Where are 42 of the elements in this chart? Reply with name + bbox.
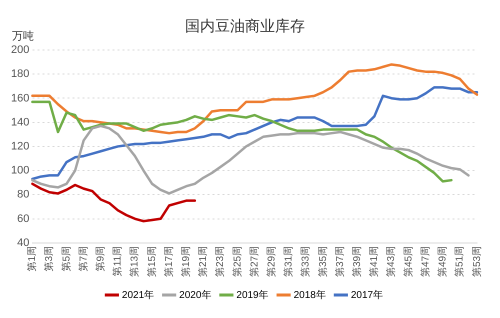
x-tick-label: 第17周: [162, 246, 175, 277]
y-tick-label: 160: [10, 92, 30, 104]
x-tick-label: 第31周: [282, 246, 295, 277]
x-tick-label: 第39周: [351, 246, 364, 277]
legend-label: 2019年: [236, 288, 269, 301]
x-tick-label: 第29周: [266, 246, 278, 277]
y-tick-label: 200: [10, 44, 30, 56]
y-axis-title: 万吨: [12, 30, 34, 43]
x-tick-label: 第45周: [402, 246, 414, 277]
x-tick-label: 第41周: [368, 246, 380, 277]
x-tick-label: 第21周: [197, 246, 210, 277]
x-tick-label: 第37周: [334, 246, 346, 277]
x-tick-label: 第49周: [436, 246, 449, 277]
x-tick-label: 第27周: [248, 246, 260, 277]
x-tick-label: 第51周: [454, 246, 466, 277]
x-tick-label: 第1周: [26, 246, 38, 272]
x-tick-label: 第53周: [470, 246, 483, 277]
x-tick-label: 第15周: [146, 246, 158, 277]
x-tick-label: 第9周: [94, 246, 107, 272]
x-tick-label: 第43周: [385, 246, 398, 277]
x-tick-label: 第11周: [112, 246, 124, 276]
x-tick-label: 第47周: [419, 246, 432, 277]
legend-label: 2021年: [122, 288, 154, 301]
x-tick-label: 第23周: [214, 246, 226, 277]
x-tick-label: 第3周: [43, 246, 56, 272]
x-tick-label: 第5周: [60, 246, 72, 272]
y-tick-label: 80: [17, 188, 30, 201]
y-tick-label: 180: [10, 68, 30, 80]
legend-label: 2020年: [179, 288, 212, 301]
x-tick-label: 第35周: [316, 246, 329, 277]
x-tick-label: 第33周: [300, 246, 312, 277]
chart-title: 国内豆油商业库存: [185, 18, 305, 36]
legend-label: 2018年: [294, 288, 326, 301]
y-tick-label: 100: [10, 164, 30, 177]
x-tick-label: 第7周: [77, 246, 90, 272]
y-tick-label: 140: [10, 116, 30, 128]
x-tick-label: 第25周: [231, 246, 244, 277]
x-tick-label: 第13周: [128, 246, 141, 277]
y-tick-label: 60: [17, 212, 30, 225]
y-tick-label: 120: [10, 140, 30, 152]
x-tick-label: 第19周: [180, 246, 192, 277]
legend-label: 2017年: [350, 288, 384, 301]
